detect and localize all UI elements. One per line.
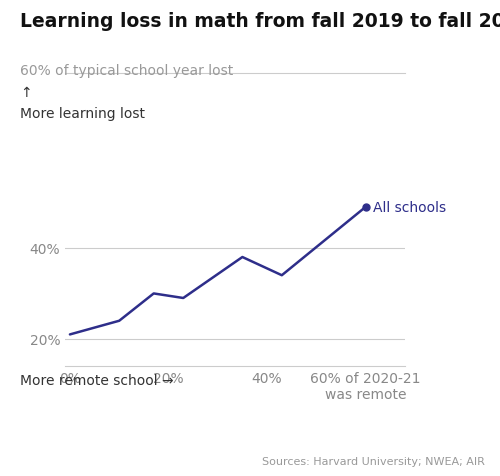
Text: Sources: Harvard University; NWEA; AIR: Sources: Harvard University; NWEA; AIR	[262, 456, 485, 466]
Text: ↑: ↑	[20, 86, 32, 100]
Text: All schools: All schools	[373, 200, 446, 215]
Text: More learning lost: More learning lost	[20, 107, 145, 121]
Text: More remote school →: More remote school →	[20, 374, 174, 387]
Text: Learning loss in math from fall 2019 to fall 2021: Learning loss in math from fall 2019 to …	[20, 12, 500, 31]
Text: 60% of typical school year lost: 60% of typical school year lost	[20, 64, 233, 78]
